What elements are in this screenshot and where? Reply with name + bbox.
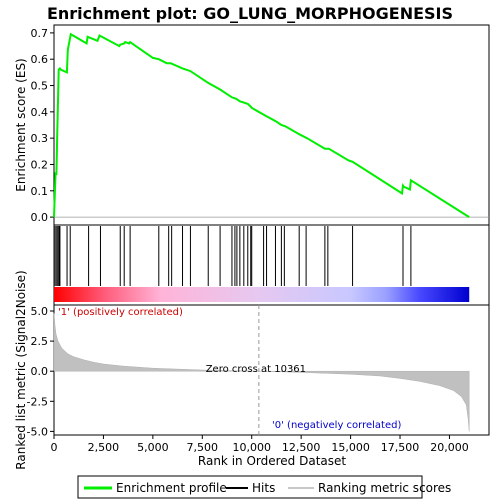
x-tick-label: 5,000 <box>137 441 169 454</box>
metric-y-tick-label: -2.5 <box>27 395 48 408</box>
enrichment-profile-line <box>53 32 470 218</box>
x-tick-label: 15,000 <box>331 441 370 454</box>
legend-box <box>77 475 423 499</box>
es-y-tick-label: 0.4 <box>31 106 49 119</box>
es-axis-label: Enrichment score (ES) <box>14 58 28 191</box>
es-y-tick-label: 0.5 <box>31 80 49 93</box>
ranking-metric-area <box>53 313 470 432</box>
chart-title: Enrichment plot: GO_LUNG_MORPHOGENESIS <box>47 4 453 23</box>
x-tick-label: 17,500 <box>381 441 420 454</box>
zero-cross-label: Zero cross at 10361 <box>206 364 306 375</box>
x-tick-label: 10,000 <box>232 441 271 454</box>
x-axis-label: Rank in Ordered Dataset <box>198 454 346 468</box>
es-y-tick-label: 0.2 <box>31 158 49 171</box>
metric-axis-label: Ranked list metric (Signal2Noise) <box>14 270 28 469</box>
positive-correlation-label: '1' (positively correlated) <box>58 307 183 318</box>
x-tick-label: 2,500 <box>88 441 120 454</box>
hits-panel <box>54 226 470 302</box>
es-y-tick-label: 0.7 <box>31 27 49 40</box>
es-y-tick-label: 0.6 <box>31 53 49 66</box>
legend: Enrichment profile Hits Ranking metric s… <box>77 475 451 499</box>
es-panel: 0.0 0.1 0.2 0.3 0.4 0.5 0.6 0.7 <box>31 27 489 224</box>
es-y-tick-label: 0.0 <box>31 211 49 224</box>
x-tick-label: 0 <box>51 441 58 454</box>
metric-panel: -5.0 -2.5 0.0 2.5 5.0 0 2,500 5,000 7,500 10,000 1… <box>27 305 470 454</box>
ranked-list-colorbar <box>54 287 470 302</box>
metric-y-tick-label: -5.0 <box>27 425 48 438</box>
negative-correlation-label: '0' (negatively correlated) <box>272 420 401 431</box>
x-tick-label: 12,500 <box>282 441 321 454</box>
metric-y-tick-label: 2.5 <box>31 335 49 348</box>
legend-label-enrichment-profile: Enrichment profile <box>116 481 227 495</box>
legend-label-ranking-metric: Ranking metric scores <box>318 481 451 495</box>
metric-y-tick-label: 0.0 <box>31 365 49 378</box>
es-panel-frame <box>53 24 490 226</box>
x-tick-label: 20,000 <box>430 441 469 454</box>
es-y-tick-label: 0.3 <box>31 132 49 145</box>
metric-y-tick-label: 5.0 <box>31 305 49 318</box>
legend-label-hits: Hits <box>252 481 275 495</box>
es-y-tick-label: 0.1 <box>31 185 49 198</box>
x-tick-label: 7,500 <box>187 441 219 454</box>
